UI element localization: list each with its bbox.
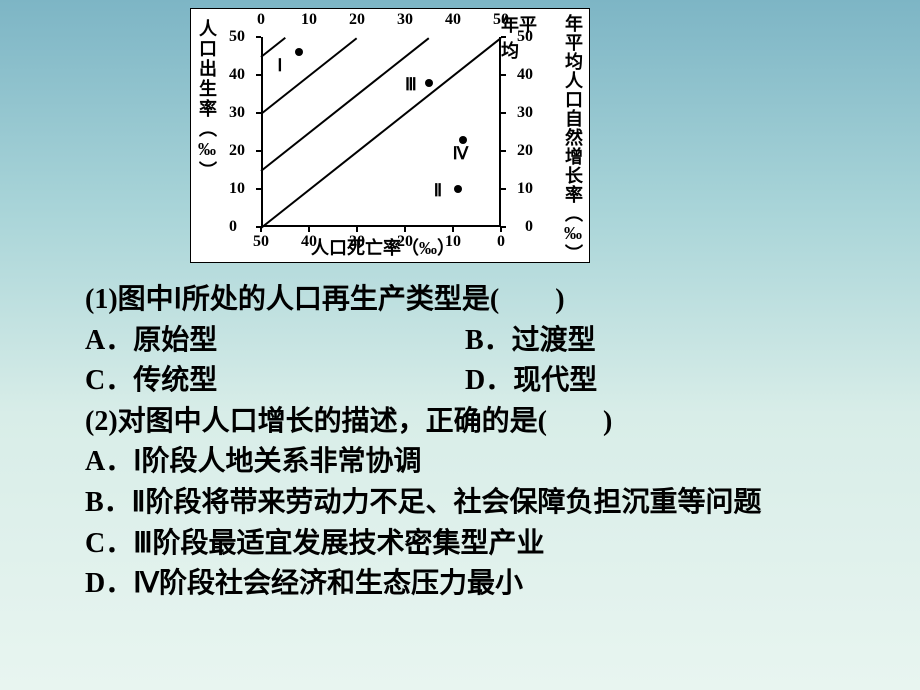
tick-bottom: 0 xyxy=(497,233,505,251)
q2-option-d: D．Ⅳ阶段社会经济和生态压力最小 xyxy=(85,564,870,605)
tick-bottom: 20 xyxy=(397,233,413,251)
population-chart: 人口出生率（‰） 年平均人口自然增长率（‰） 人口死亡率（‰） 01020304… xyxy=(190,8,590,263)
q2-option-c: C．Ⅲ阶段最适宜发展技术密集型产业 xyxy=(85,524,870,565)
point-label: Ⅲ xyxy=(405,75,417,95)
tick-right: 30 xyxy=(517,104,533,122)
q2-option-a: A．Ⅰ阶段人地关系非常协调 xyxy=(85,442,870,483)
tick-left: 30 xyxy=(229,104,245,122)
plot-area: 01020304050 01020304050 01020304050 5040… xyxy=(261,37,501,227)
point-label: Ⅱ xyxy=(434,181,442,201)
tick-right: 10 xyxy=(517,180,533,198)
q2-option-b: B．Ⅱ阶段将带来劳动力不足、社会保障负担沉重等问题 xyxy=(85,483,870,524)
point-label: Ⅳ xyxy=(453,144,469,164)
data-point xyxy=(425,79,433,87)
q1-option-d: D．现代型 xyxy=(465,361,597,402)
q1-option-b: B．过渡型 xyxy=(465,321,596,362)
q1-option-c: C．传统型 xyxy=(85,361,465,402)
tick-left: 0 xyxy=(229,218,237,236)
q1-option-a: A．原始型 xyxy=(85,321,465,362)
tick-left: 10 xyxy=(229,180,245,198)
q2-stem: (2)对图中人口增长的描述，正确的是( ) xyxy=(85,402,870,443)
tick-bottom: 50 xyxy=(253,233,269,251)
tick-top: 30 xyxy=(397,11,413,29)
data-point xyxy=(459,136,467,144)
y-left-axis-label: 人口出生率（‰） xyxy=(194,19,220,181)
tick-right: 20 xyxy=(517,142,533,160)
tick-right: 0 xyxy=(525,218,533,236)
tick-right: 40 xyxy=(517,66,533,84)
tick-bottom: 40 xyxy=(301,233,317,251)
tick-top: 40 xyxy=(445,11,461,29)
data-point xyxy=(295,48,303,56)
point-label: Ⅰ xyxy=(277,56,282,76)
tick-left: 20 xyxy=(229,142,245,160)
tick-left: 40 xyxy=(229,66,245,84)
tick-top: 0 xyxy=(257,11,265,29)
tick-top: 20 xyxy=(349,11,365,29)
x-bottom-axis-label: 人口死亡率（‰） xyxy=(311,234,455,260)
q1-stem: (1)图中Ⅰ所处的人口再生产类型是( ) xyxy=(85,280,870,321)
x-top-axis-label: 年平均 xyxy=(501,11,549,63)
y-right-axis-label: 年平均人口自然增长率（‰） xyxy=(560,14,586,262)
data-point xyxy=(454,185,462,193)
tick-bottom: 30 xyxy=(349,233,365,251)
tick-left: 50 xyxy=(229,28,245,46)
question-block: (1)图中Ⅰ所处的人口再生产类型是( ) A．原始型 B．过渡型 C．传统型 D… xyxy=(85,280,870,605)
tick-bottom: 10 xyxy=(445,233,461,251)
tick-top: 10 xyxy=(301,11,317,29)
